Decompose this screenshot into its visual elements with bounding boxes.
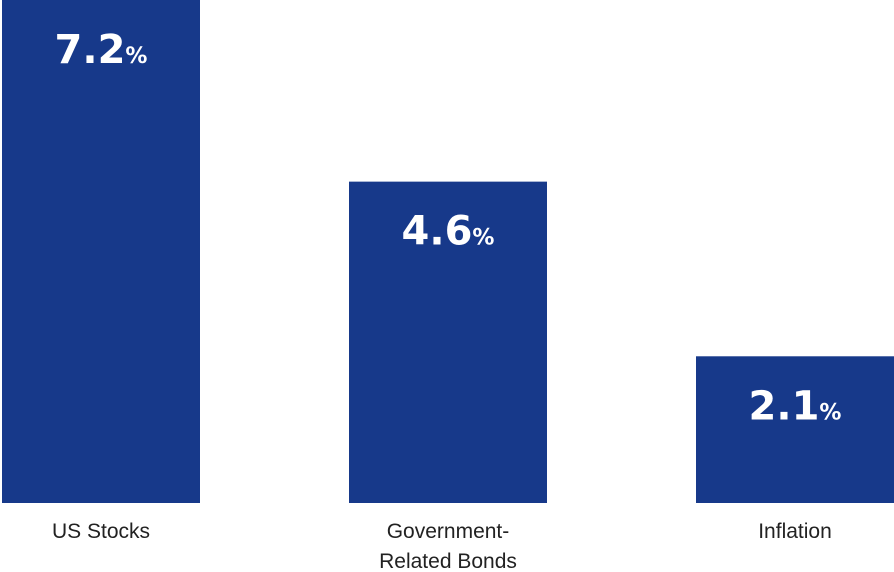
bar-value-label-2: 4.6% bbox=[402, 209, 495, 255]
bar-1 bbox=[2, 0, 200, 503]
category-label-3: Inflation bbox=[758, 520, 832, 543]
bar-2 bbox=[349, 181, 547, 503]
category-label-1: US Stocks bbox=[52, 520, 150, 543]
category-labels-group: US Stocks Government-Related Bonds Inflati… bbox=[52, 520, 832, 572]
bars-group bbox=[2, 0, 894, 503]
category-label-2: Government-Related Bonds bbox=[379, 520, 517, 572]
bar-3 bbox=[696, 356, 894, 503]
bar-value-label-3: 2.1% bbox=[749, 383, 842, 429]
value-labels-group: 7.2% 4.6% 2.1% bbox=[55, 27, 842, 429]
bar-value-label-1: 7.2% bbox=[55, 27, 148, 73]
